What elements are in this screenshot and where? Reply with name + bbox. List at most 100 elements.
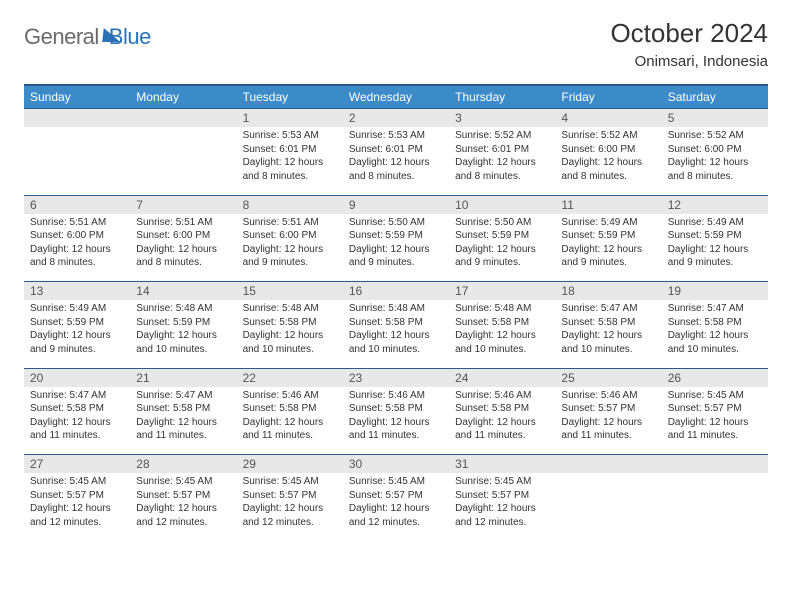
day-cell: Sunrise: 5:50 AMSunset: 5:59 PMDaylight:… [449, 214, 555, 282]
sunrise-text: Sunrise: 5:47 AM [136, 389, 230, 403]
day-cell: Sunrise: 5:47 AMSunset: 5:58 PMDaylight:… [555, 300, 661, 368]
day-cell: Sunrise: 5:47 AMSunset: 5:58 PMDaylight:… [130, 387, 236, 455]
daylight-text: Daylight: 12 hours and 11 minutes. [136, 416, 230, 443]
day-cell: Sunrise: 5:46 AMSunset: 5:58 PMDaylight:… [343, 387, 449, 455]
day-cell: Sunrise: 5:49 AMSunset: 5:59 PMDaylight:… [662, 214, 768, 282]
day-cell: Sunrise: 5:52 AMSunset: 6:01 PMDaylight:… [449, 127, 555, 195]
day-cell: Sunrise: 5:49 AMSunset: 5:59 PMDaylight:… [555, 214, 661, 282]
day-number [24, 109, 130, 128]
weekday-header: Wednesday [343, 85, 449, 109]
daylight-text: Daylight: 12 hours and 8 minutes. [668, 156, 762, 183]
day-content-row: Sunrise: 5:51 AMSunset: 6:00 PMDaylight:… [24, 214, 768, 282]
day-cell: Sunrise: 5:45 AMSunset: 5:57 PMDaylight:… [237, 473, 343, 541]
sunrise-text: Sunrise: 5:48 AM [349, 302, 443, 316]
day-number: 8 [237, 195, 343, 214]
sunrise-text: Sunrise: 5:51 AM [136, 216, 230, 230]
sunset-text: Sunset: 6:00 PM [136, 229, 230, 243]
day-number: 24 [449, 368, 555, 387]
day-number: 16 [343, 282, 449, 301]
day-content-row: Sunrise: 5:45 AMSunset: 5:57 PMDaylight:… [24, 473, 768, 541]
day-number: 6 [24, 195, 130, 214]
sunrise-text: Sunrise: 5:46 AM [455, 389, 549, 403]
sunset-text: Sunset: 6:00 PM [561, 143, 655, 157]
day-cell: Sunrise: 5:45 AMSunset: 5:57 PMDaylight:… [449, 473, 555, 541]
sunrise-text: Sunrise: 5:48 AM [136, 302, 230, 316]
brand-logo: General Blue [24, 24, 151, 50]
day-number: 13 [24, 282, 130, 301]
weekday-header: Friday [555, 85, 661, 109]
day-cell: Sunrise: 5:51 AMSunset: 6:00 PMDaylight:… [130, 214, 236, 282]
sunset-text: Sunset: 5:58 PM [455, 402, 549, 416]
title-block: October 2024 Onimsari, Indonesia [610, 18, 768, 70]
header: General Blue October 2024 Onimsari, Indo… [24, 18, 768, 70]
day-number: 21 [130, 368, 236, 387]
daylight-text: Daylight: 12 hours and 10 minutes. [668, 329, 762, 356]
day-number: 17 [449, 282, 555, 301]
sunset-text: Sunset: 5:57 PM [349, 489, 443, 503]
day-number: 4 [555, 109, 661, 128]
daylight-text: Daylight: 12 hours and 11 minutes. [668, 416, 762, 443]
weekday-header: Sunday [24, 85, 130, 109]
day-cell: Sunrise: 5:48 AMSunset: 5:58 PMDaylight:… [237, 300, 343, 368]
sunrise-text: Sunrise: 5:53 AM [349, 129, 443, 143]
day-number: 10 [449, 195, 555, 214]
day-number [130, 109, 236, 128]
daylight-text: Daylight: 12 hours and 8 minutes. [561, 156, 655, 183]
sunset-text: Sunset: 6:00 PM [243, 229, 337, 243]
sunset-text: Sunset: 5:58 PM [243, 402, 337, 416]
daylight-text: Daylight: 12 hours and 12 minutes. [136, 502, 230, 529]
day-number: 26 [662, 368, 768, 387]
day-cell [24, 127, 130, 195]
weekday-header: Tuesday [237, 85, 343, 109]
day-number: 3 [449, 109, 555, 128]
daylight-text: Daylight: 12 hours and 8 minutes. [243, 156, 337, 183]
weekday-header-row: Sunday Monday Tuesday Wednesday Thursday… [24, 85, 768, 109]
daylight-text: Daylight: 12 hours and 8 minutes. [30, 243, 124, 270]
sunset-text: Sunset: 5:59 PM [668, 229, 762, 243]
day-cell: Sunrise: 5:45 AMSunset: 5:57 PMDaylight:… [343, 473, 449, 541]
sunset-text: Sunset: 5:58 PM [561, 316, 655, 330]
day-cell: Sunrise: 5:48 AMSunset: 5:58 PMDaylight:… [449, 300, 555, 368]
day-cell: Sunrise: 5:46 AMSunset: 5:58 PMDaylight:… [237, 387, 343, 455]
sunset-text: Sunset: 5:59 PM [455, 229, 549, 243]
daylight-text: Daylight: 12 hours and 9 minutes. [30, 329, 124, 356]
daylight-text: Daylight: 12 hours and 8 minutes. [455, 156, 549, 183]
day-number-row: 6789101112 [24, 195, 768, 214]
sunset-text: Sunset: 5:57 PM [136, 489, 230, 503]
day-number: 9 [343, 195, 449, 214]
day-number: 12 [662, 195, 768, 214]
sunrise-text: Sunrise: 5:45 AM [668, 389, 762, 403]
day-number: 18 [555, 282, 661, 301]
sunset-text: Sunset: 6:01 PM [243, 143, 337, 157]
day-number: 5 [662, 109, 768, 128]
day-number: 15 [237, 282, 343, 301]
sunrise-text: Sunrise: 5:47 AM [561, 302, 655, 316]
daylight-text: Daylight: 12 hours and 9 minutes. [349, 243, 443, 270]
day-cell: Sunrise: 5:48 AMSunset: 5:59 PMDaylight:… [130, 300, 236, 368]
daylight-text: Daylight: 12 hours and 9 minutes. [668, 243, 762, 270]
day-content-row: Sunrise: 5:53 AMSunset: 6:01 PMDaylight:… [24, 127, 768, 195]
day-number: 27 [24, 455, 130, 474]
weekday-header: Saturday [662, 85, 768, 109]
sunset-text: Sunset: 6:01 PM [349, 143, 443, 157]
sunrise-text: Sunrise: 5:53 AM [243, 129, 337, 143]
daylight-text: Daylight: 12 hours and 10 minutes. [455, 329, 549, 356]
day-number: 28 [130, 455, 236, 474]
day-cell: Sunrise: 5:46 AMSunset: 5:57 PMDaylight:… [555, 387, 661, 455]
page: General Blue October 2024 Onimsari, Indo… [0, 0, 792, 541]
daylight-text: Daylight: 12 hours and 9 minutes. [455, 243, 549, 270]
day-cell: Sunrise: 5:50 AMSunset: 5:59 PMDaylight:… [343, 214, 449, 282]
day-cell: Sunrise: 5:51 AMSunset: 6:00 PMDaylight:… [237, 214, 343, 282]
sunrise-text: Sunrise: 5:48 AM [455, 302, 549, 316]
sunset-text: Sunset: 5:59 PM [561, 229, 655, 243]
sunset-text: Sunset: 6:00 PM [668, 143, 762, 157]
day-number: 2 [343, 109, 449, 128]
calendar-table: Sunday Monday Tuesday Wednesday Thursday… [24, 84, 768, 541]
sunset-text: Sunset: 5:57 PM [243, 489, 337, 503]
daylight-text: Daylight: 12 hours and 11 minutes. [349, 416, 443, 443]
day-content-row: Sunrise: 5:49 AMSunset: 5:59 PMDaylight:… [24, 300, 768, 368]
day-number: 29 [237, 455, 343, 474]
brand-part-1: General [24, 24, 99, 50]
sunrise-text: Sunrise: 5:45 AM [30, 475, 124, 489]
day-cell: Sunrise: 5:47 AMSunset: 5:58 PMDaylight:… [662, 300, 768, 368]
